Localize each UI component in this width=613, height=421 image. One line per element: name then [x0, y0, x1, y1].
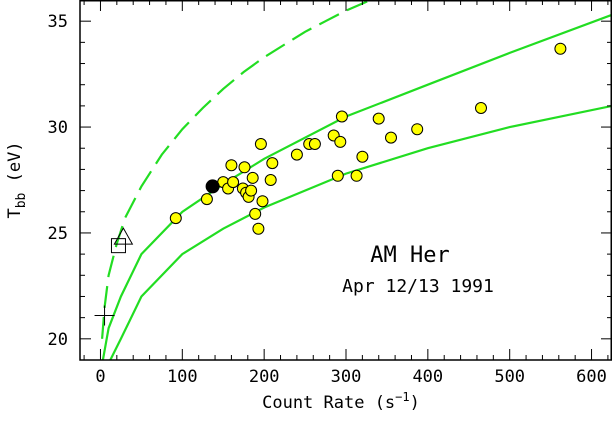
- data-point: [290, 148, 303, 161]
- triangle-marker: [113, 227, 134, 245]
- x-axis-label: Count Rate (s−1): [262, 390, 420, 413]
- data-point: [264, 174, 277, 186]
- model-curve-solid-3: [109, 104, 612, 360]
- data-point: [385, 131, 397, 144]
- data-point: [372, 112, 385, 125]
- plot-frame: [79, 0, 612, 361]
- model-curve-dashed-1: [101, 0, 372, 339]
- x-tick-label: 400: [412, 367, 443, 387]
- data-point: [169, 212, 182, 225]
- cross-marker: [94, 305, 115, 326]
- data-point: [266, 157, 279, 170]
- model-curve-solid-2: [101, 13, 612, 360]
- data-point: [308, 138, 321, 150]
- x-tick-label: 600: [576, 367, 607, 387]
- data-points: [169, 42, 567, 235]
- y-tick-label: 35: [48, 12, 68, 32]
- data-point: [350, 169, 363, 182]
- x-tick-label: 100: [167, 367, 198, 387]
- y-tick-label: 25: [48, 224, 68, 244]
- data-point: [225, 159, 238, 172]
- extra-markers: [94, 227, 134, 326]
- data-point: [200, 193, 213, 206]
- x-tick-label: 500: [494, 367, 525, 387]
- data-point: [356, 150, 369, 163]
- data-point: [334, 135, 347, 148]
- data-point: [249, 207, 262, 220]
- data-point: [554, 42, 567, 55]
- square-marker: [110, 238, 126, 254]
- data-point: [246, 171, 259, 184]
- y-tick-label: 30: [48, 118, 68, 138]
- data-point: [331, 169, 344, 182]
- x-tick-label: 200: [249, 367, 280, 387]
- annotation-observation-date: Apr 12/13 1991: [342, 276, 494, 297]
- data-point: [227, 176, 240, 189]
- data-point: [252, 222, 265, 235]
- x-tick-label: 0: [95, 367, 105, 387]
- data-point: [256, 195, 269, 208]
- data-point: [238, 161, 251, 174]
- y-tick-label: 20: [48, 330, 68, 350]
- data-point: [254, 138, 267, 150]
- data-point: [335, 110, 348, 123]
- axis-ticks: 0 100 200 300 400 500 600 20 25 30 35: [48, 0, 612, 387]
- x-tick-label: 300: [331, 367, 362, 387]
- annotation-object-name: AM Her: [370, 243, 449, 268]
- data-point: [411, 123, 424, 136]
- highlighted-data-point: [205, 179, 220, 194]
- data-point: [475, 102, 487, 114]
- data-point: [245, 184, 258, 197]
- y-axis-label: Tbb (eV): [5, 141, 29, 218]
